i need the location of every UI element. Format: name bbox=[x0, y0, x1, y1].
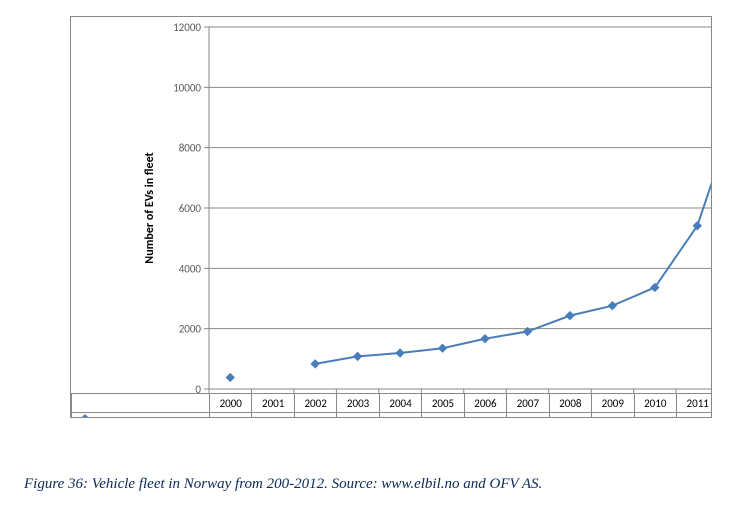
category-cell: 2006 bbox=[464, 394, 506, 413]
category-cell: 2000 bbox=[210, 394, 252, 413]
figure-caption: Figure 36: Vehicle fleet in Norway from … bbox=[24, 476, 542, 493]
category-cell: 2010 bbox=[634, 394, 676, 413]
series-marker bbox=[354, 352, 362, 360]
category-cell: 2005 bbox=[422, 394, 464, 413]
category-cell: 2003 bbox=[337, 394, 379, 413]
table-corner bbox=[72, 394, 210, 413]
series-marker bbox=[396, 349, 404, 357]
series-line bbox=[315, 100, 711, 364]
category-cell: 2001 bbox=[252, 394, 294, 413]
value-cell: 1081 bbox=[337, 413, 379, 418]
series-marker bbox=[226, 373, 234, 381]
value-cell: 383 bbox=[210, 413, 252, 418]
value-cell: 5411 bbox=[676, 413, 711, 418]
ytick-label: 4000 bbox=[179, 262, 202, 275]
category-cell: 2008 bbox=[549, 394, 591, 413]
category-cell: 2007 bbox=[507, 394, 549, 413]
value-cell: 3366 bbox=[634, 413, 676, 418]
value-cell: 1667 bbox=[464, 413, 506, 418]
series-marker bbox=[481, 335, 489, 343]
value-cell: 2432 bbox=[549, 413, 591, 418]
ytick-label: 12000 bbox=[173, 21, 201, 34]
series-marker bbox=[311, 360, 319, 368]
ytick-label: 6000 bbox=[179, 202, 202, 215]
chart-svg: 020004000600080001000012000Number of EVs… bbox=[71, 17, 711, 417]
data-table: 2000200120022003200420052006200720082009… bbox=[71, 393, 711, 417]
legend-cell: Electric vehicle population bbox=[72, 413, 210, 418]
category-cell: 2002 bbox=[294, 394, 336, 413]
ytick-label: 8000 bbox=[179, 142, 202, 155]
y-axis-title: Number of EVs in fleet bbox=[143, 152, 157, 263]
ytick-label: 2000 bbox=[179, 323, 202, 336]
value-cell: 832 bbox=[294, 413, 336, 418]
series-marker bbox=[439, 344, 447, 352]
value-cell bbox=[252, 413, 294, 418]
value-cell: 1905 bbox=[507, 413, 549, 418]
series-marker bbox=[608, 302, 616, 310]
value-cell: 1352 bbox=[422, 413, 464, 418]
value-cell: 2762 bbox=[592, 413, 634, 418]
series-marker bbox=[566, 312, 574, 320]
value-cell: 1193 bbox=[379, 413, 421, 418]
chart-frame: 020004000600080001000012000Number of EVs… bbox=[70, 16, 712, 418]
ytick-label: 10000 bbox=[173, 81, 201, 94]
figure-container: 020004000600080001000012000Number of EVs… bbox=[0, 0, 736, 510]
category-cell: 2009 bbox=[592, 394, 634, 413]
category-cell: 2011 bbox=[676, 394, 711, 413]
category-cell: 2004 bbox=[379, 394, 421, 413]
